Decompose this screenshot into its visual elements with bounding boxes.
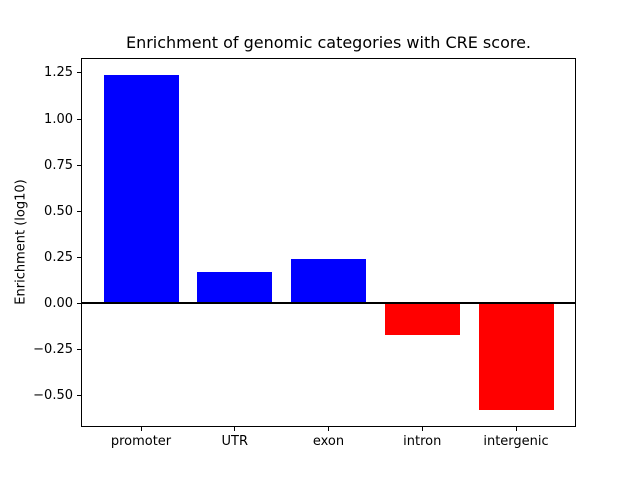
bar-exon [291,259,366,304]
x-tick-mark [328,427,329,431]
y-tick-label: −0.50 [33,387,73,403]
bar-UTR [197,271,273,304]
x-tick-label: exon [312,434,345,449]
y-tick-mark [77,394,81,396]
chart-title: Enrichment of genomic categories with CR… [125,33,532,52]
y-tick-label: 1.25 [44,65,73,81]
y-tick-label: 0.00 [44,295,73,311]
y-tick-label: 0.75 [44,157,73,173]
y-tick-mark [77,72,81,74]
y-tick-mark [77,348,81,350]
bar-intron [384,303,460,335]
y-tick-label: −0.25 [33,341,73,357]
y-axis-label: Enrichment (log10) [13,179,29,305]
x-tick-mark [515,427,517,431]
x-tick-label: intron [403,434,442,449]
x-tick-label: intergenic [483,434,549,449]
y-tick-mark [77,164,81,166]
x-tick-label: promoter [110,434,172,449]
bar-intergenic [478,303,554,411]
y-tick-mark [77,118,81,120]
x-tick-mark [234,427,236,431]
y-tick-mark [77,210,81,212]
x-tick-mark [140,427,142,431]
y-tick-label: 0.25 [44,249,73,265]
y-tick-label: 0.50 [44,203,73,219]
y-tick-label: 1.00 [44,111,73,127]
zero-line [81,302,576,305]
y-tick-mark [77,256,81,258]
x-tick-label: UTR [221,434,249,449]
x-tick-mark [421,427,423,431]
y-tick-mark [77,302,81,304]
bar-promoter [103,74,179,304]
